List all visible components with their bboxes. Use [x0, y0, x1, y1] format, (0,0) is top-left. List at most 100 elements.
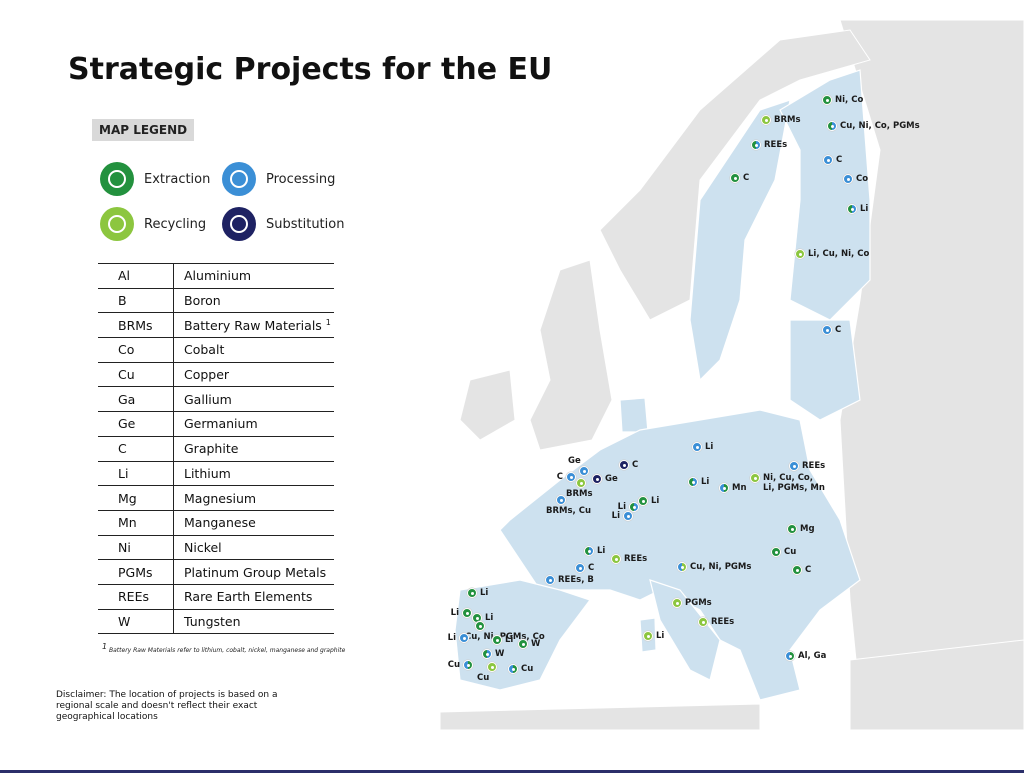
marker-label: Ge	[568, 456, 581, 466]
name-cell: Cobalt	[173, 337, 334, 363]
legend-label: Substitution	[266, 216, 345, 232]
marker-label: Cu	[521, 664, 534, 674]
table-row: PGMs Platinum Group Metals	[98, 559, 334, 585]
marker-dot	[843, 174, 853, 184]
name-cell: Graphite	[173, 436, 334, 462]
disclaimer: Disclaimer: The location of projects is …	[56, 690, 278, 722]
table-row: BRMs Battery Raw Materials 1	[98, 312, 334, 339]
name: Gallium	[184, 391, 232, 407]
marker-dot	[463, 660, 473, 670]
marker-label: Li	[656, 631, 665, 641]
table-row: Ga Gallium	[98, 386, 334, 413]
footnote: 1 Battery Raw Materials refer to lithium…	[102, 642, 345, 654]
marker-dot	[629, 502, 639, 512]
marker-label: BRMs	[566, 489, 593, 499]
marker-dot	[750, 473, 760, 483]
table-row: W Tungsten	[98, 609, 334, 635]
land-finland	[779, 69, 871, 321]
marker-label: Li	[651, 496, 660, 506]
legend-item: Substitution	[222, 207, 344, 241]
marker-dot	[482, 649, 492, 659]
legend-icon-ring	[108, 170, 126, 188]
marker-dot	[545, 575, 555, 585]
marker-dot	[475, 621, 485, 631]
marker-label: BRMs, Cu	[546, 506, 592, 516]
code: Co	[98, 337, 174, 363]
land-africa	[439, 703, 761, 731]
marker-label: C	[556, 472, 563, 482]
note: 1	[325, 317, 331, 327]
land-italy	[649, 579, 721, 681]
land-sweden	[689, 99, 791, 382]
marker-dot	[566, 472, 576, 482]
name-cell: Manganese	[173, 510, 334, 536]
name: Boron	[184, 293, 221, 309]
legend-label: Processing	[266, 171, 336, 187]
marker-dot	[792, 565, 802, 575]
code: Ni	[98, 535, 174, 561]
name-cell: Nickel	[173, 535, 334, 561]
marker-label: REEs	[764, 140, 788, 150]
table-row: Mn Manganese	[98, 510, 334, 536]
name: Tungsten	[184, 613, 241, 629]
marker-dot	[677, 562, 687, 572]
name-cell: Aluminium	[173, 263, 334, 289]
code: Al	[98, 263, 174, 289]
marker-dot	[785, 651, 795, 661]
marker-label: Li	[617, 502, 626, 512]
legend-icon-ring	[230, 215, 248, 233]
marker-dot	[462, 608, 472, 618]
marker-dot	[795, 249, 805, 259]
table-row: Ge Germanium	[98, 411, 334, 437]
code: BRMs	[98, 312, 174, 339]
marker-label: Li	[597, 546, 606, 556]
name: Aluminium	[184, 268, 252, 284]
marker-dot	[619, 460, 629, 470]
marker-label: W	[531, 639, 541, 649]
land-denmark	[619, 397, 649, 433]
marker-label: Li	[705, 442, 714, 452]
code: C	[98, 436, 174, 462]
legend-item: Processing	[222, 162, 335, 196]
name: Magnesium	[184, 490, 257, 506]
code: B	[98, 288, 174, 314]
marker-label: Li	[505, 635, 514, 645]
name-cell: Magnesium	[173, 485, 334, 511]
name-cell: Boron	[173, 288, 334, 314]
marker-label: C	[805, 565, 812, 575]
table-row: Mg Magnesium	[98, 485, 334, 511]
name: Manganese	[184, 515, 256, 531]
marker-dot	[638, 496, 648, 506]
table-row: Co Cobalt	[98, 337, 334, 363]
name-cell: Rare Earth Elements	[173, 584, 334, 610]
footnote-text: Battery Raw Materials refer to lithium, …	[109, 647, 346, 654]
table-row: C Graphite	[98, 436, 334, 462]
marker-label: C	[743, 173, 750, 183]
marker-dot	[575, 563, 585, 573]
land-uk	[529, 259, 613, 451]
marker-dot	[847, 204, 857, 214]
land-norway	[599, 29, 871, 321]
name: Copper	[184, 367, 230, 383]
table-row: B Boron	[98, 288, 334, 314]
legend-icon	[222, 162, 256, 196]
marker-dot	[584, 546, 594, 556]
marker-label: Ni, Cu, Co, Li, PGMs, Mn	[763, 473, 825, 493]
legend-icon-ring	[108, 215, 126, 233]
legend-title: MAP LEGEND	[92, 119, 195, 141]
marker-label: Li, Cu, Ni, Co	[808, 249, 870, 259]
marker-label: Ge	[605, 474, 618, 484]
marker-label: Mg	[800, 524, 815, 534]
marker-label: PGMs	[685, 598, 712, 608]
code: PGMs	[98, 559, 174, 585]
name-cell: Gallium	[173, 386, 334, 413]
abbreviation-table: Al Aluminium B Boron BRMs Battery Raw Materia…	[98, 263, 334, 635]
marker-dot	[623, 511, 633, 521]
marker-label: Mn	[732, 483, 747, 493]
marker-label: Cu	[447, 660, 460, 670]
marker-dot	[556, 495, 566, 505]
land-turkey	[849, 639, 1024, 731]
marker-dot	[611, 554, 621, 564]
footnote-mark: 1	[102, 642, 108, 651]
marker-dot	[751, 140, 761, 150]
